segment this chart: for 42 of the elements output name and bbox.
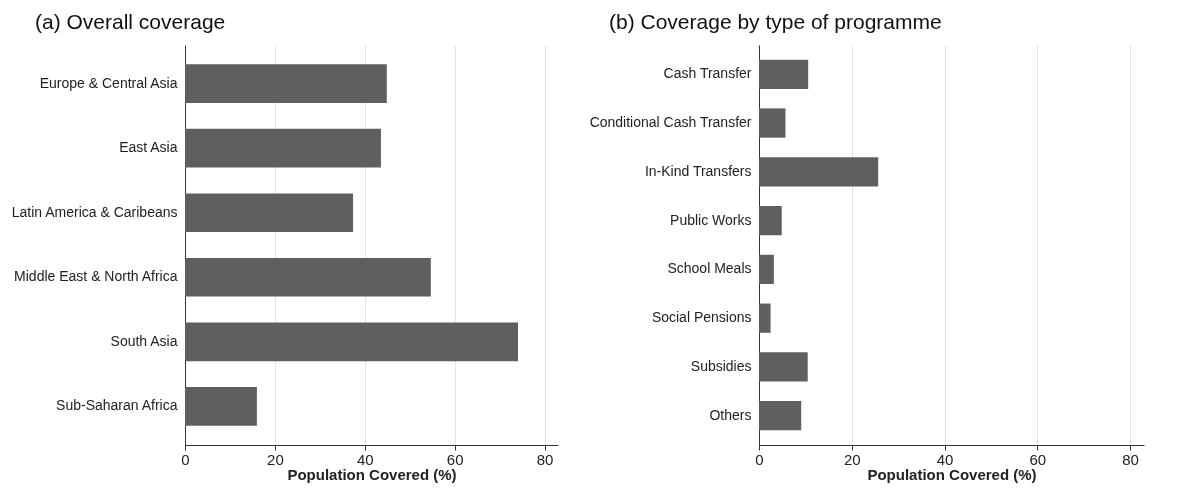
- bar: [759, 303, 771, 333]
- y-tick-label: Conditional Cash Transfer: [589, 114, 752, 131]
- bar: [759, 401, 802, 431]
- y-tick-label: Social Pensions: [651, 309, 752, 326]
- y-tick-label: Others: [709, 406, 752, 423]
- bar: [759, 205, 782, 236]
- y-tick-label: Latin America & Caribeans: [11, 203, 178, 220]
- bar: [185, 128, 381, 168]
- x-tick-label: 60: [446, 450, 464, 468]
- y-tick-label: Middle East & North Africa: [14, 268, 178, 285]
- bar: [759, 254, 774, 285]
- x-tick-label: 60: [1029, 450, 1047, 468]
- x-axis-title: Population Covered (%): [287, 465, 457, 483]
- y-tick-label: Sub-Saharan Africa: [56, 397, 178, 414]
- x-tick-label: 20: [843, 450, 861, 468]
- chart-title: (a) Overall coverage: [35, 10, 226, 33]
- y-tick-label: Europe & Central Asia: [39, 74, 178, 91]
- x-tick-label: 0: [181, 450, 190, 468]
- bar: [185, 386, 257, 426]
- x-tick-label: 40: [356, 450, 374, 468]
- bar: [759, 108, 786, 138]
- y-tick-label: In-Kind Transfers: [644, 162, 752, 179]
- y-tick-label: South Asia: [110, 332, 178, 349]
- bar: [185, 257, 431, 297]
- bar: [759, 352, 808, 382]
- y-tick-label: School Meals: [667, 260, 752, 277]
- bar: [759, 157, 879, 187]
- x-tick-label: 40: [936, 450, 954, 468]
- x-tick-label: 0: [755, 450, 764, 468]
- x-tick-label: 20: [267, 450, 284, 468]
- x-tick-label: 80: [536, 450, 554, 468]
- bar: [759, 59, 809, 89]
- bar: [185, 193, 354, 233]
- bar: [185, 64, 387, 104]
- y-tick-label: Cash Transfer: [663, 65, 752, 82]
- chart-title: (b) Coverage by type of programme: [609, 10, 942, 33]
- y-tick-label: Public Works: [670, 211, 752, 228]
- y-tick-label: East Asia: [119, 139, 178, 156]
- x-axis-title: Population Covered (%): [867, 465, 1037, 483]
- x-tick-label: 80: [1122, 450, 1139, 468]
- y-tick-label: Subsidies: [690, 357, 752, 374]
- bar: [185, 322, 518, 362]
